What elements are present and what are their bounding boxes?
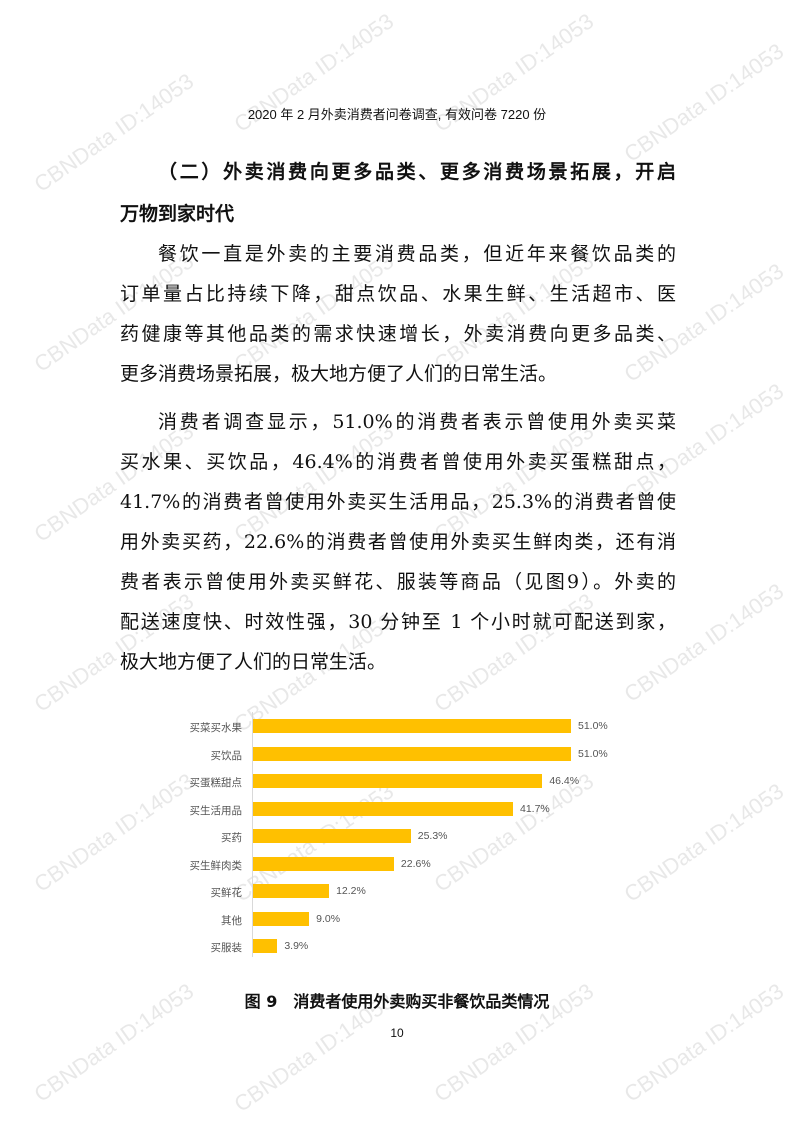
- paragraph-line: 买水果、买饮品，46.4%的消费者曾使用外卖买蛋糕甜点，: [120, 451, 676, 473]
- section-heading-line: （二）外卖消费向更多品类、更多消费场景拓展，开启: [158, 161, 676, 183]
- bar: [253, 939, 278, 953]
- data-label: 22.6%: [400, 857, 431, 870]
- data-label: 9.0%: [316, 912, 341, 925]
- data-label: 3.9%: [284, 940, 309, 952]
- paragraph-line: 消费者调查显示，51.0%的消费者表示曾使用外卖买菜: [158, 411, 676, 433]
- watermark-text: CBNData ID:14053: [619, 578, 789, 707]
- watermark-text: CBNData ID:14053: [229, 248, 399, 377]
- bar: [253, 746, 571, 761]
- paragraph-line: 药健康等其他品类的需求快速增长，外卖消费向更多品类、: [120, 323, 676, 345]
- watermark-text: CBNData ID:14053: [29, 248, 199, 377]
- paragraph-line: 极大地方便了人们的日常生活。: [120, 651, 387, 673]
- category-label: 买药: [221, 832, 242, 844]
- category-axis: [252, 712, 253, 957]
- section-heading-line: 万物到家时代: [120, 203, 235, 225]
- watermark-text: CBNData ID:14053: [29, 418, 199, 547]
- source-note: 2020 年 2 月外卖消费者问卷调查, 有效问卷 7220 份: [247, 107, 547, 122]
- watermark-text: CBNData ID:14053: [619, 378, 789, 507]
- category-label: 其他: [221, 914, 242, 927]
- paragraph-line: 更多消费场景拓展，极大地方便了人们的日常生活。: [120, 363, 558, 385]
- paragraph-line: 订单量占比持续下降，甜点饮品、水果生鲜、生活超市、医: [120, 283, 676, 305]
- paragraph-line: 费者表示曾使用外卖买鲜花、服装等商品（见图9）。外卖的: [120, 571, 676, 593]
- data-label: 12.2%: [336, 885, 366, 897]
- data-label: 46.4%: [549, 775, 580, 787]
- bar: [253, 801, 513, 816]
- paragraph-line: 用外卖买药，22.6%的消费者曾使用外卖买生鲜肉类，还有消: [120, 531, 676, 553]
- data-label: 25.3%: [417, 830, 448, 842]
- data-label: 41.7%: [520, 802, 550, 815]
- watermark-text: CBNData ID:14053: [229, 418, 399, 547]
- paragraph-line: 配送速度快、时效性强，30 分钟至 1 个小时就可配送到家，: [120, 611, 676, 633]
- page-number: 10: [390, 1026, 404, 1040]
- category-label: 买蛋糕甜点: [189, 777, 243, 789]
- watermark-text: CBNData ID:14053: [619, 38, 789, 167]
- category-label: 买服装: [210, 942, 243, 954]
- data-label: 51.0%: [578, 747, 608, 760]
- paragraph-line: 餐饮一直是外卖的主要消费品类，但近年来餐饮品类的: [158, 243, 676, 265]
- data-label: 51.0%: [578, 720, 608, 732]
- category-label: 买鲜花: [210, 887, 243, 899]
- bar: [253, 774, 543, 788]
- watermark-text: CBNData ID:14053: [619, 778, 789, 907]
- paragraph-line: 41.7%的消费者曾使用外卖买生活用品，25.3%的消费者曾使: [120, 491, 676, 513]
- figure-caption: 图 9 消费者使用外卖购买非餐饮品类情况: [244, 992, 550, 1011]
- watermark-text: CBNData ID:14053: [429, 418, 599, 547]
- category-label: 买生鲜肉类: [189, 859, 243, 872]
- category-label: 买饮品: [210, 749, 243, 762]
- watermark-text: CBNData ID:14053: [29, 768, 199, 897]
- category-label: 买生活用品: [189, 804, 243, 817]
- bar: [253, 829, 411, 843]
- bar: [253, 911, 310, 926]
- bar: [253, 856, 394, 871]
- category-label: 买菜买水果: [189, 722, 243, 734]
- bar: [253, 719, 571, 733]
- watermark-text: CBNData ID:14053: [429, 248, 599, 377]
- bar: [253, 884, 330, 898]
